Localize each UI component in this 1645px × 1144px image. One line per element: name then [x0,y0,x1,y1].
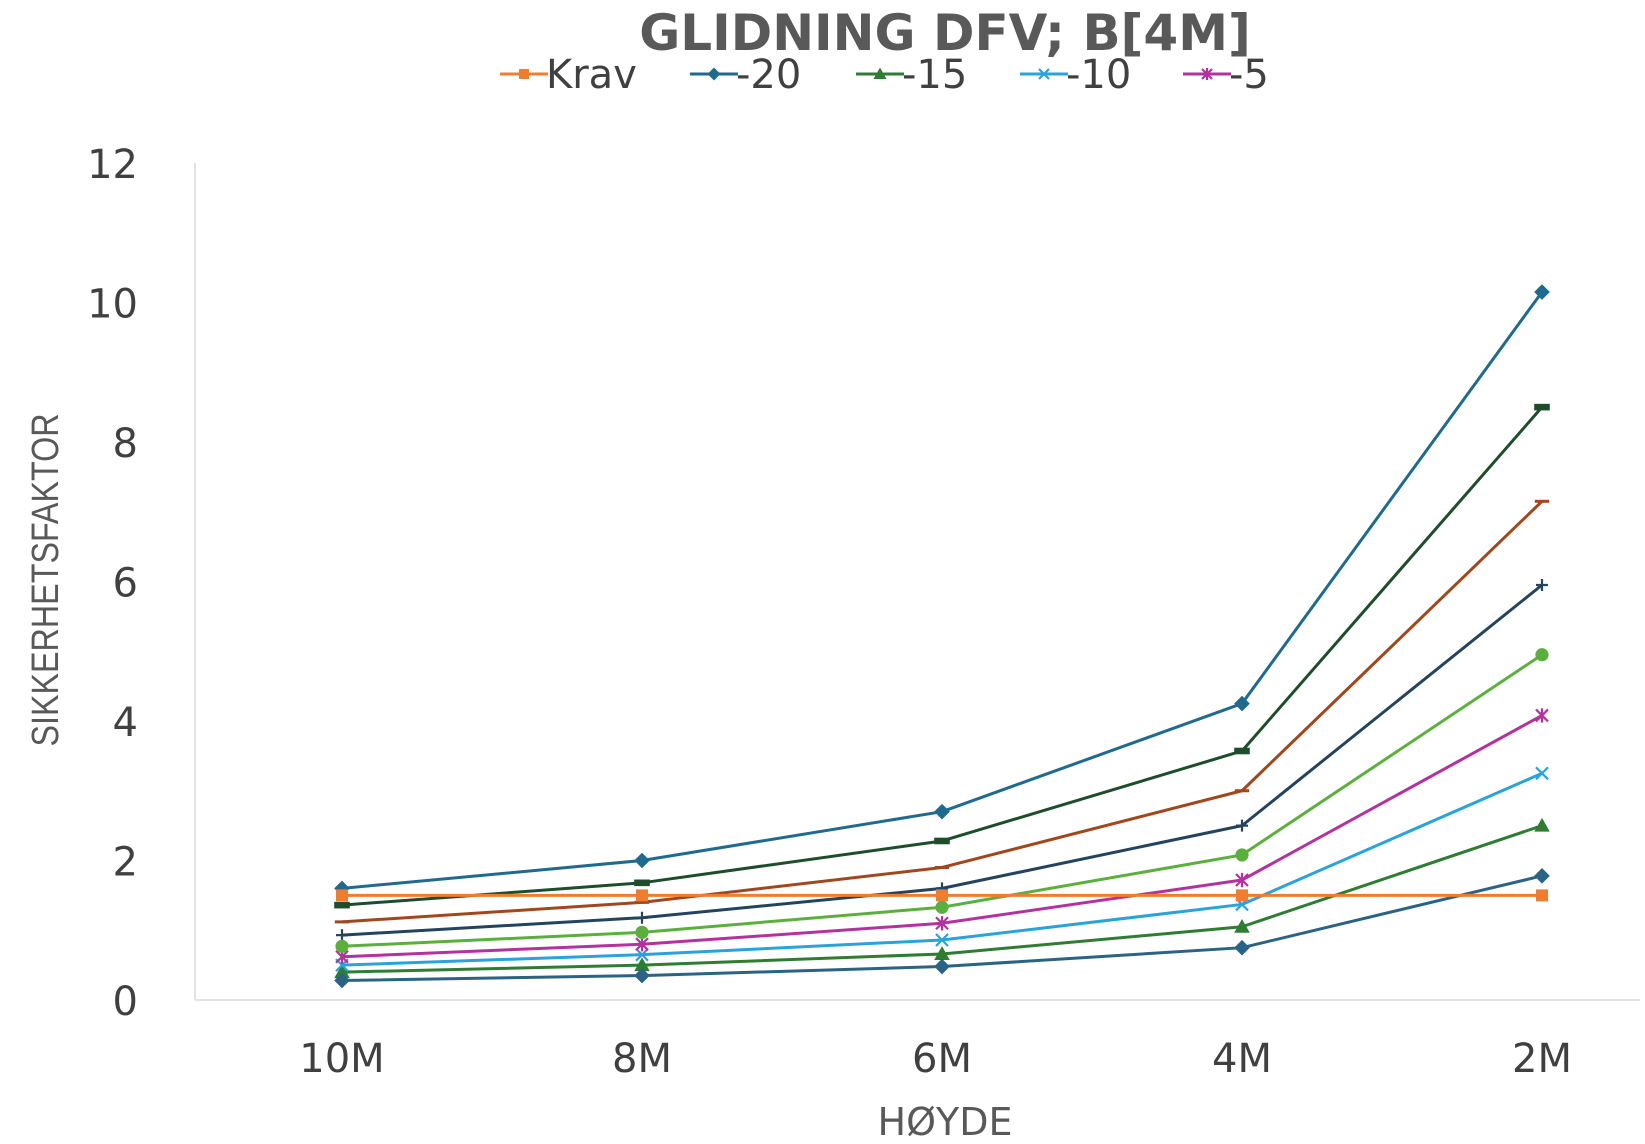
y-tick-label: 10 [87,282,138,328]
data-point [635,926,648,939]
series-line [342,773,1542,965]
y-tick-labels: 0 2 4 6 8 10 12 [87,142,138,1025]
y-tick-label: 8 [113,421,138,467]
data-point [1236,889,1248,901]
y-tick-label: 12 [87,142,138,188]
data-point [1534,818,1550,832]
data-point [935,866,949,869]
data-point [1535,500,1549,503]
data-point [1535,648,1548,661]
y-tick-label: 2 [113,840,138,886]
x-tick-labels: 10M 8M 6M 4M 2M [299,1036,1572,1082]
series-5 [334,404,1550,909]
data-point [934,804,950,820]
series-6 [335,500,1549,924]
series-3 [336,767,1548,971]
data-point [334,902,350,909]
data-point [335,940,348,953]
series-line [342,501,1542,922]
x-axis-title: HØYDE [878,1100,1013,1144]
data-point [1235,848,1248,861]
y-tick-label: 6 [113,561,138,607]
data-point [636,889,648,901]
data-point [1534,404,1550,411]
x-tick-label: 8M [612,1036,672,1082]
data-point [634,853,650,869]
data-point [934,959,950,975]
data-point [1234,940,1250,956]
legend-label: -15 [902,52,967,98]
data-point [934,838,950,845]
x-tick-label: 10M [299,1036,384,1082]
data-point [335,920,349,923]
data-point [336,889,348,901]
legend-entry: Krav [500,52,637,98]
series-1 [334,284,1550,896]
data-point [1234,748,1250,755]
data-point [1536,889,1548,901]
data-point [636,912,648,924]
data-point [519,69,529,79]
series-8 [335,648,1548,953]
y-axis-title: SIKKERHETSFAKTOR [25,413,67,746]
data-point [708,68,721,81]
series-7 [336,579,1548,941]
data-point [1235,789,1249,792]
legend-label: -5 [1229,52,1269,98]
x-tick-label: 6M [912,1036,972,1082]
x-tick-label: 2M [1512,1036,1572,1082]
legend-label: Krav [546,52,637,98]
data-point [634,880,650,887]
series-line [342,407,1542,905]
series-line [342,292,1542,888]
legend-label: -20 [736,52,801,98]
data-point [1534,868,1550,884]
x-tick-label: 4M [1212,1036,1272,1082]
series-layer [334,284,1550,988]
data-point [936,889,948,901]
data-point [1536,767,1548,779]
data-point [336,929,348,941]
y-tick-label: 4 [113,700,138,746]
legend-label: -10 [1066,52,1131,98]
data-point [1536,708,1548,722]
y-tick-label: 0 [113,979,138,1025]
data-point [935,901,948,914]
